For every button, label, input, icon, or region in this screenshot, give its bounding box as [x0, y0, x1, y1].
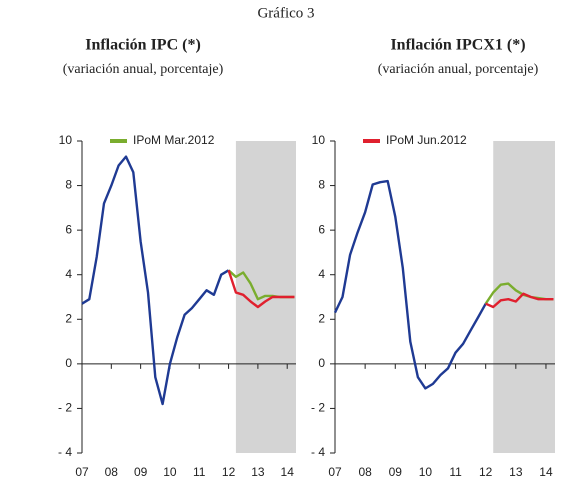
- y-tick-label: 8: [65, 178, 72, 192]
- y-tick-label: 10: [312, 133, 326, 147]
- y-tick-label: 0: [65, 356, 72, 370]
- x-tick-label: 14: [281, 465, 295, 479]
- x-tick-label: 08: [105, 465, 119, 479]
- x-tick-label: 09: [389, 465, 403, 479]
- figure-title: Gráfico 3: [257, 5, 314, 21]
- y-tick-label: - 4: [311, 445, 325, 459]
- series-line: [485, 292, 554, 309]
- y-tick-label: 2: [65, 311, 72, 325]
- chart-title: Inflación IPC (*): [85, 37, 201, 54]
- y-tick-label: 4: [65, 267, 72, 281]
- chart-title: Inflación IPCX1 (*): [390, 37, 525, 54]
- x-tick-label: 14: [539, 465, 553, 479]
- y-tick-label: 4: [318, 267, 325, 281]
- chart-subtitle: (variación anual, porcentaje): [378, 62, 539, 77]
- legend-label: IPoM Mar.2012: [133, 133, 215, 147]
- chart-subtitle: (variación anual, porcentaje): [63, 62, 224, 77]
- x-tick-label: 13: [509, 465, 523, 479]
- series-line: [81, 155, 230, 406]
- x-tick-label: 10: [419, 465, 433, 479]
- x-tick-label: 13: [251, 465, 265, 479]
- x-tick-label: 10: [163, 465, 177, 479]
- y-tick-label: - 2: [311, 401, 325, 415]
- x-tick-label: 07: [328, 465, 342, 479]
- series-line: [333, 179, 487, 390]
- projection-shade: [493, 141, 555, 453]
- y-tick-label: 10: [59, 133, 73, 147]
- y-tick-label: 6: [65, 222, 72, 236]
- x-tick-label: 11: [193, 465, 206, 479]
- x-tick-label: 12: [222, 465, 236, 479]
- y-tick-label: - 2: [58, 401, 72, 415]
- y-tick-label: 0: [318, 356, 325, 370]
- y-tick-label: 6: [318, 222, 325, 236]
- y-tick-label: 2: [318, 311, 325, 325]
- y-tick-label: - 4: [58, 445, 72, 459]
- x-tick-label: 12: [479, 465, 493, 479]
- series-line: [227, 269, 295, 309]
- x-tick-label: 09: [134, 465, 148, 479]
- x-tick-label: 07: [75, 465, 89, 479]
- y-tick-label: 8: [318, 178, 325, 192]
- legend-label: IPoM Jun.2012: [386, 133, 467, 147]
- x-tick-label: 11: [449, 465, 462, 479]
- x-tick-label: 08: [358, 465, 372, 479]
